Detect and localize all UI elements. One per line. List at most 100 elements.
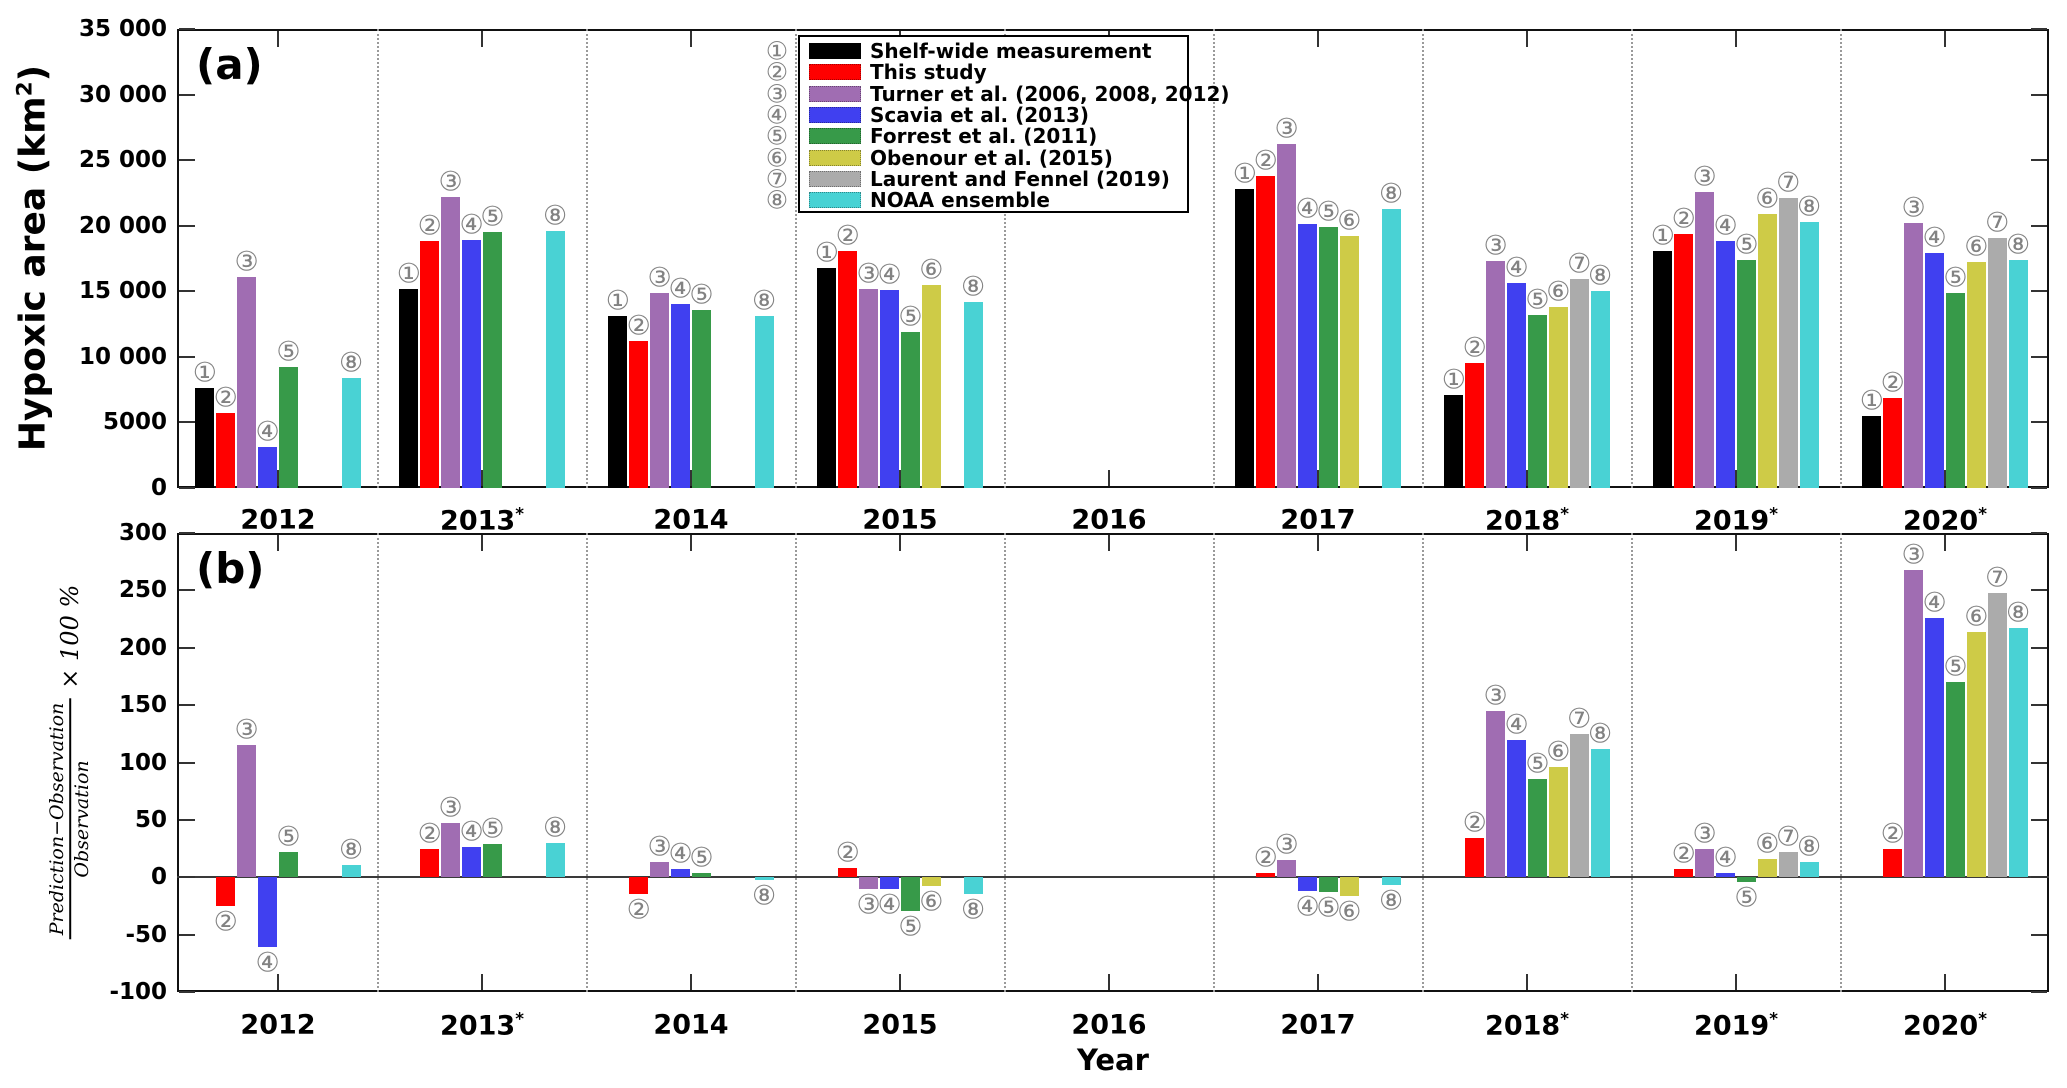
series-number-badge: ⑥ (919, 886, 944, 918)
y-axis-tick (179, 589, 195, 592)
bar-a-2014-series5 (691, 309, 711, 488)
bar-b-2017-series5 (1318, 877, 1338, 893)
series-number-badge: ② (835, 837, 860, 869)
series-number-badge: ② (1253, 145, 1278, 177)
y-axis-tick-label: 200 (118, 634, 167, 661)
y-axis-tick-label: 10 000 (78, 343, 167, 370)
y-axis-tick (2031, 818, 2047, 821)
series-number-badge: ④ (668, 273, 693, 305)
bar-a-2020-series4 (1925, 253, 1945, 488)
series-number-badge: ① (1441, 364, 1466, 396)
legend-swatch (809, 64, 861, 81)
y-axis-tick (2031, 761, 2047, 764)
series-number-badge: ⑧ (961, 271, 986, 303)
y-axis-tick-label: 150 (118, 692, 167, 719)
panel-b-letter: (b) (196, 544, 265, 593)
year-text: 2017 (1280, 1009, 1356, 1041)
bar-a-2019-series1 (1653, 250, 1673, 488)
series-number-badge: ⑤ (898, 911, 923, 943)
x-axis-tick (277, 535, 279, 551)
group-separator-line (1840, 533, 1842, 992)
series-number-badge: ⑦ (1985, 562, 2010, 594)
bar-b-2017-series2 (1256, 872, 1276, 878)
x-axis-tick (1108, 535, 1110, 551)
y-axis-tick-label: 50 (134, 806, 167, 833)
series-number-badge: ⑧ (1379, 885, 1404, 917)
series-number-badge: ⑤ (1734, 229, 1759, 261)
series-number-badge: ④ (1713, 210, 1738, 242)
series-number-badge: ② (626, 310, 651, 342)
bar-b-2019-series6 (1757, 858, 1777, 878)
starred-year-asterisk: * (1978, 1008, 1987, 1029)
bar-b-2019-series7 (1778, 852, 1798, 878)
series-number-badge: ③ (1483, 230, 1508, 262)
y-axis-tick-label: 0 (150, 475, 167, 501)
bar-b-2012-series8 (341, 864, 361, 878)
year-text: 2019 (1694, 505, 1770, 537)
y-axis-tick (179, 93, 195, 96)
bar-b-2012-series3 (237, 745, 257, 878)
series-number-badge: ④ (1504, 709, 1529, 741)
bar-a-2014-series8 (754, 316, 774, 488)
bar-a-2012-series4 (258, 447, 278, 488)
bar-a-2012-series3 (237, 276, 257, 488)
series-number-badge: ② (1253, 842, 1278, 874)
series-number-badge: ⑧ (339, 347, 364, 379)
y-axis-tick (179, 704, 195, 707)
series-number-badge: ⑧ (1797, 191, 1822, 223)
bar-a-2015-series2 (838, 250, 858, 488)
legend-label: Obenour et al. (2015) (870, 145, 1113, 170)
y-axis-tick (179, 991, 195, 993)
bar-b-2020-series5 (1945, 682, 1965, 878)
starred-year-asterisk: * (1560, 1008, 1569, 1029)
series-number-badge: ⑥ (1337, 896, 1362, 928)
series-number-badge: ③ (438, 166, 463, 198)
bar-b-2019-series5 (1736, 877, 1756, 882)
y-axis-tick-label: 35 000 (78, 16, 167, 42)
series-number-badge: ⑤ (1525, 748, 1550, 780)
y-axis-tick (2031, 93, 2047, 96)
y-axis-tick-label: 300 (118, 520, 167, 546)
year-text: 2018 (1485, 1010, 1561, 1042)
x-axis-title: Year (1077, 1043, 1149, 1077)
series-number-badge: ② (417, 818, 442, 850)
bar-b-2017-series8 (1381, 877, 1401, 886)
x-axis-year-label: 2013* (440, 504, 524, 537)
x-axis-tick (899, 974, 901, 990)
year-text: 2014 (653, 504, 729, 536)
bar-a-2019-series6 (1757, 213, 1777, 488)
series-number-badge: ③ (856, 889, 881, 921)
bar-a-2018-series7 (1569, 279, 1589, 488)
series-number-badge: ② (835, 220, 860, 252)
y-axis-tick (2031, 704, 2047, 707)
bar-b-2015-series6 (921, 877, 941, 887)
x-axis-tick (1108, 974, 1110, 990)
series-number-badge: ⑧ (543, 812, 568, 844)
bar-b-2015-series3 (859, 877, 879, 889)
series-number-badge: ⑧ (1379, 178, 1404, 210)
series-number-badge: ⑥ (1546, 276, 1571, 308)
bar-a-2018-series1 (1444, 394, 1464, 488)
bar-a-2015-series5 (900, 331, 920, 488)
bar-b-2018-series8 (1590, 748, 1610, 878)
legend-label: Turner et al. (2006, 2008, 2012) (870, 81, 1230, 106)
y-axis-tick (179, 818, 195, 821)
bar-b-2013-series4 (462, 847, 482, 878)
group-separator-line (1004, 29, 1006, 488)
bar-a-2012-series5 (278, 367, 298, 488)
x-axis-tick (277, 974, 279, 990)
x-axis-tick (481, 974, 483, 990)
bar-a-2018-series4 (1507, 283, 1527, 488)
panel-b-y-axis-title: Prediction−Observation Observation × 100… (46, 585, 94, 940)
bar-a-2012-series1 (195, 388, 215, 488)
series-number-badge: ⑥ (1755, 183, 1780, 215)
x-axis-year-label: 2017 (1280, 505, 1355, 536)
panel-a-letter: (a) (196, 40, 263, 89)
bar-b-2020-series8 (2008, 628, 2028, 878)
y-axis-title-sup: 2 (12, 81, 38, 97)
x-axis-tick (1526, 470, 1528, 486)
y-axis-tick (179, 290, 195, 293)
y-axis-tick (2031, 933, 2047, 936)
bar-a-2013-series1 (399, 288, 419, 488)
series-number-badge: ⑤ (480, 201, 505, 233)
